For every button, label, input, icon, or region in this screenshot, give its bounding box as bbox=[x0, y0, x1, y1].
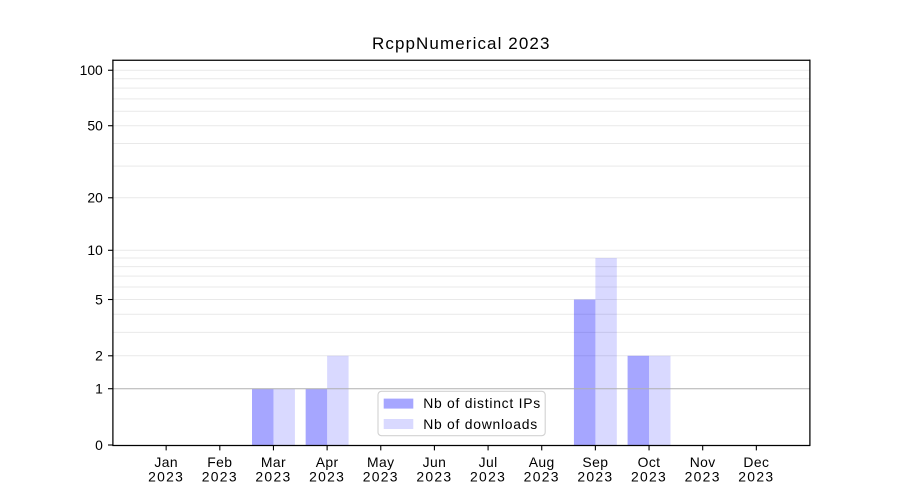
svg-text:1: 1 bbox=[95, 381, 103, 397]
svg-text:5: 5 bbox=[95, 291, 103, 307]
svg-text:10: 10 bbox=[87, 242, 103, 258]
svg-text:20: 20 bbox=[87, 190, 103, 206]
svg-text:Mar: Mar bbox=[261, 454, 286, 470]
svg-text:2023: 2023 bbox=[685, 468, 721, 484]
svg-text:May: May bbox=[367, 454, 394, 470]
svg-text:2023: 2023 bbox=[524, 468, 560, 484]
svg-text:RcppNumerical 2023: RcppNumerical 2023 bbox=[372, 34, 551, 53]
svg-text:2023: 2023 bbox=[148, 468, 184, 484]
svg-text:2023: 2023 bbox=[202, 468, 238, 484]
svg-text:2023: 2023 bbox=[631, 468, 667, 484]
svg-text:2023: 2023 bbox=[577, 468, 613, 484]
svg-text:Aug: Aug bbox=[529, 454, 555, 470]
svg-text:Dec: Dec bbox=[743, 454, 769, 470]
svg-text:2023: 2023 bbox=[738, 468, 774, 484]
svg-text:Jul: Jul bbox=[479, 454, 498, 470]
svg-text:Jan: Jan bbox=[154, 454, 178, 470]
svg-text:Sep: Sep bbox=[582, 454, 608, 470]
svg-text:2023: 2023 bbox=[255, 468, 291, 484]
svg-text:2023: 2023 bbox=[363, 468, 399, 484]
svg-text:Oct: Oct bbox=[638, 454, 661, 470]
svg-text:Nov: Nov bbox=[690, 454, 716, 470]
svg-text:2023: 2023 bbox=[416, 468, 452, 484]
svg-text:50: 50 bbox=[87, 118, 103, 134]
svg-text:Feb: Feb bbox=[207, 454, 232, 470]
svg-text:2023: 2023 bbox=[309, 468, 345, 484]
svg-text:100: 100 bbox=[80, 62, 103, 78]
svg-text:Apr: Apr bbox=[316, 454, 339, 470]
svg-text:0: 0 bbox=[95, 437, 103, 453]
svg-text:2023: 2023 bbox=[470, 468, 506, 484]
svg-text:Nb of distinct IPs: Nb of distinct IPs bbox=[423, 395, 541, 411]
svg-text:Nb of downloads: Nb of downloads bbox=[423, 416, 538, 432]
svg-text:2: 2 bbox=[95, 348, 103, 364]
svg-text:Jun: Jun bbox=[423, 454, 447, 470]
